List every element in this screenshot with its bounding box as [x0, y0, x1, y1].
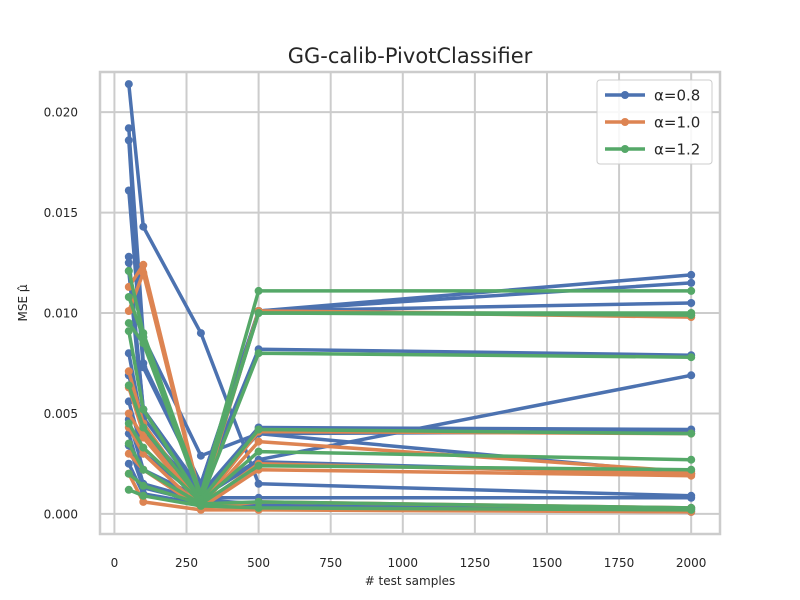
data-point: [124, 485, 133, 494]
data-point: [254, 461, 263, 470]
data-point: [687, 471, 696, 480]
data-point: [124, 319, 133, 328]
data-point: [139, 491, 148, 500]
data-point: [254, 479, 263, 488]
x-tick-label: 1250: [460, 556, 491, 570]
data-point: [139, 465, 148, 474]
data-point: [687, 286, 696, 295]
data-point: [139, 405, 148, 414]
data-point: [124, 266, 133, 275]
data-point: [124, 80, 133, 89]
y-tick-label: 0.005: [44, 407, 78, 421]
data-point: [124, 124, 133, 133]
chart-title: GG-calib-PivotClassifier: [288, 44, 533, 68]
data-point: [124, 449, 133, 458]
plot-frame: [98, 70, 722, 536]
y-tick-label: 0.010: [44, 307, 78, 321]
data-point: [687, 505, 696, 514]
data-point: [687, 493, 696, 502]
x-tick-label: 0: [111, 556, 119, 570]
data-point: [124, 327, 133, 336]
legend-marker: [621, 91, 629, 99]
data-point: [687, 270, 696, 279]
data-point: [139, 260, 148, 269]
data-point: [124, 258, 133, 267]
x-tick-label: 250: [175, 556, 198, 570]
data-point: [124, 293, 133, 301]
data-point: [687, 299, 696, 307]
legend-box: [596, 79, 713, 165]
x-tick-label: 2000: [676, 556, 707, 570]
data-point: [254, 425, 263, 434]
y-tick-label: 0.015: [44, 206, 78, 220]
data-point: [254, 437, 263, 446]
data-point: [124, 367, 133, 376]
data-point: [254, 349, 263, 358]
data-point: [254, 503, 263, 512]
data-point: [196, 329, 205, 338]
data-point: [139, 363, 148, 372]
data-point: [687, 429, 696, 438]
legend-label: α=0.8: [654, 87, 700, 105]
data-point: [124, 136, 133, 145]
x-tick-label: 500: [247, 556, 270, 570]
data-point: [124, 459, 133, 468]
data-point: [139, 497, 148, 506]
y-axis-label: MSE μ̂: [16, 284, 30, 321]
data-point: [139, 481, 148, 490]
plot-data: [124, 80, 696, 516]
x-tick-label: 1750: [604, 556, 635, 570]
data-point: [254, 497, 263, 506]
tick-labels: 0 250 500 750 1000 1250 1500 1750 2000 0.000 0.005…: [44, 106, 707, 570]
data-point: [254, 286, 263, 295]
legend-marker: [621, 145, 629, 153]
data-point: [139, 268, 148, 277]
y-tick-label: 0.020: [44, 106, 78, 120]
data-point: [124, 381, 133, 390]
x-tick-label: 750: [319, 556, 342, 570]
data-point: [124, 469, 133, 478]
x-axis-label: # test samples: [365, 574, 456, 588]
data-point: [687, 311, 696, 320]
series-3: [124, 266, 696, 514]
legend-label: α=1.0: [654, 114, 700, 132]
data-point: [196, 501, 205, 510]
data-point: [139, 339, 148, 348]
data-point: [139, 433, 148, 442]
data-point: [139, 443, 148, 452]
data-point: [687, 465, 696, 474]
data-point: [139, 222, 148, 231]
x-tick-label: 1500: [532, 556, 563, 570]
data-point: [124, 439, 133, 448]
data-point: [687, 455, 696, 464]
legend: α=0.8 α=1.0 α=1.2: [596, 79, 713, 165]
data-point: [124, 252, 133, 261]
data-point: [687, 278, 696, 287]
data-point: [124, 307, 133, 315]
legend-marker: [621, 118, 629, 126]
data-point: [196, 451, 205, 460]
legend-label: α=1.2: [654, 141, 700, 159]
data-point: [254, 309, 263, 317]
data-point: [124, 409, 133, 418]
data-point: [254, 447, 263, 456]
x-tick-label: 1000: [388, 556, 419, 570]
data-point: [139, 423, 148, 432]
data-point: [687, 353, 696, 362]
data-point: [687, 371, 696, 380]
y-tick-label: 0.000: [44, 507, 78, 521]
data-point: [124, 419, 133, 428]
data-point: [124, 186, 133, 195]
